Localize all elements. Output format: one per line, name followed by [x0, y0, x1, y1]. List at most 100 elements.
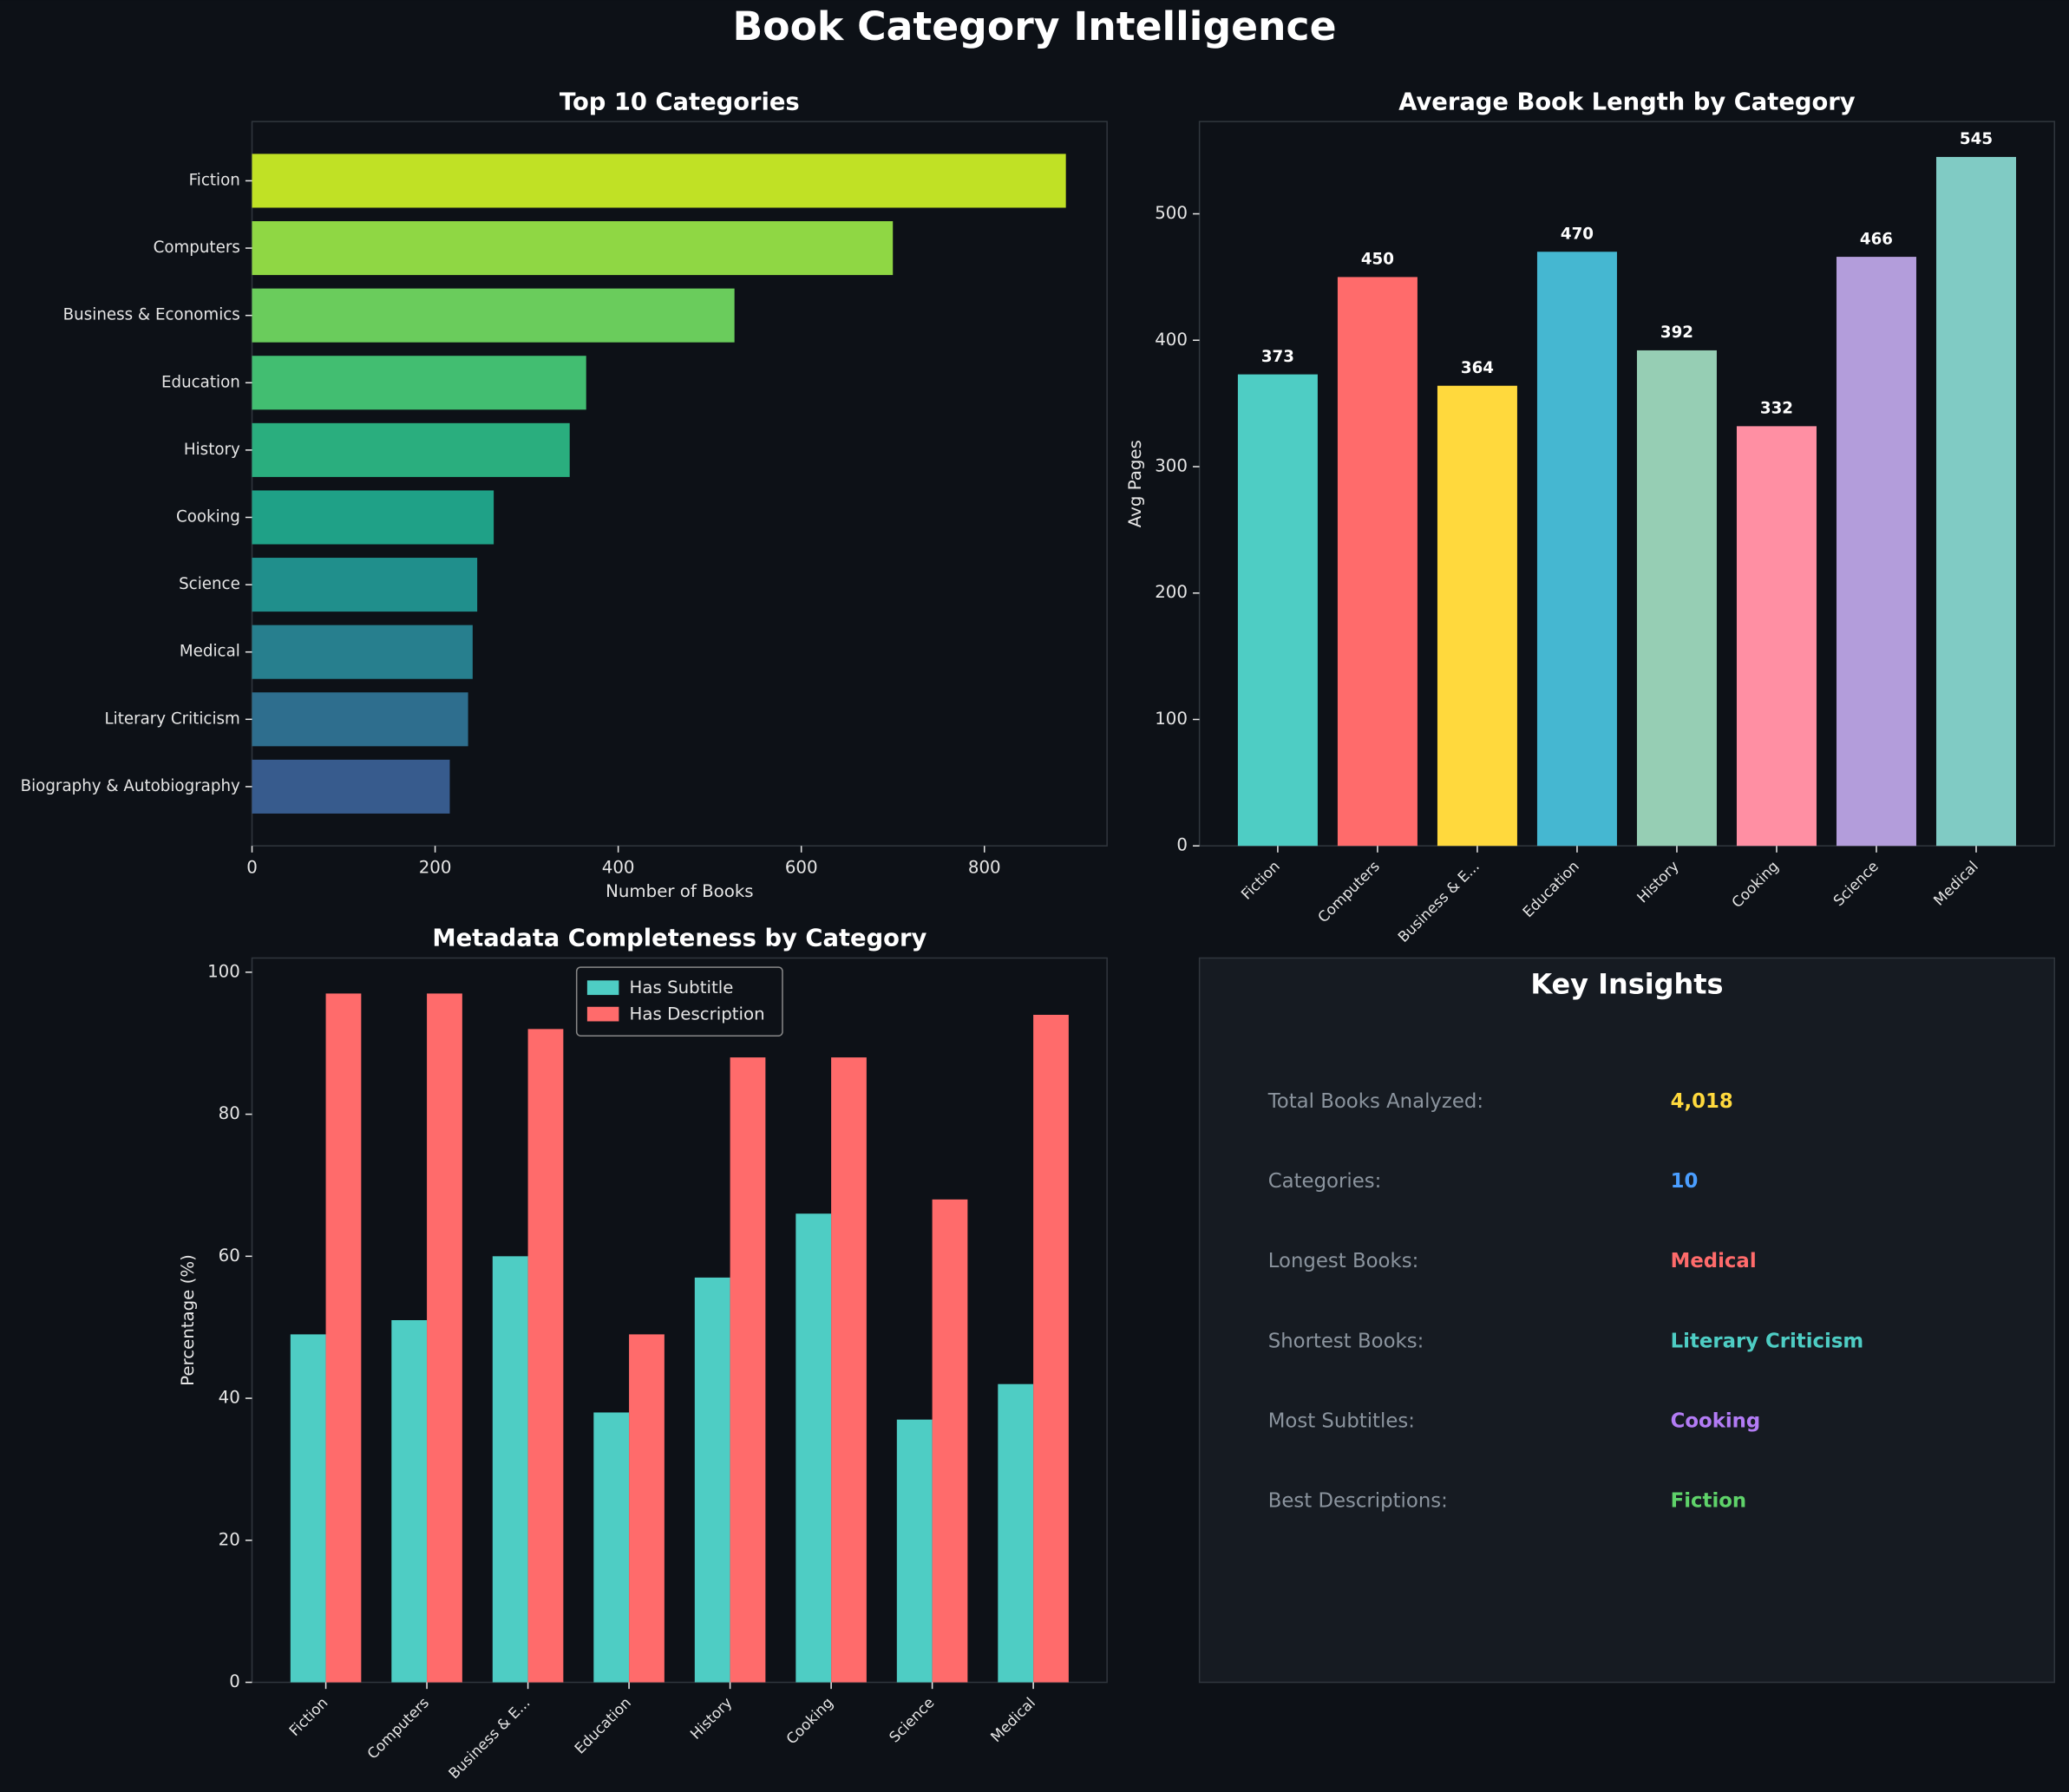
- y-tick-label: 100: [1155, 709, 1188, 729]
- y-axis-label: Percentage (%): [178, 1254, 198, 1386]
- bar: [998, 1383, 1034, 1683]
- y-tick-label: 200: [1155, 582, 1188, 602]
- x-tick-label: 400: [602, 858, 635, 878]
- bar: [1237, 374, 1318, 847]
- bar: [1536, 252, 1617, 847]
- bar: [694, 1277, 730, 1683]
- bar: [391, 1320, 428, 1683]
- y-tick-label: 300: [1155, 455, 1188, 475]
- axes-frame: [251, 121, 1108, 847]
- bar: [629, 1334, 665, 1683]
- value-label: 364: [1461, 359, 1494, 377]
- y-tick-label: 500: [1155, 203, 1188, 223]
- y-tick-label: 400: [1155, 330, 1188, 350]
- y-tick-label: 40: [219, 1388, 240, 1408]
- x-tick-label: 200: [419, 858, 452, 878]
- legend-box: [575, 966, 783, 1037]
- insight-label: Categories:: [1268, 1170, 1382, 1193]
- insight-value: Literary Criticism: [1671, 1330, 1864, 1352]
- value-label: 450: [1361, 251, 1394, 269]
- value-label: 392: [1660, 324, 1693, 342]
- y-tick-label: 0: [229, 1671, 240, 1691]
- bar: [252, 692, 468, 747]
- insight-value: Medical: [1671, 1250, 1757, 1272]
- y-tick-label: 60: [219, 1246, 240, 1266]
- x-tick-label: 0: [246, 858, 258, 878]
- bar: [252, 288, 735, 343]
- bar: [252, 558, 478, 612]
- y-axis-label: Avg Pages: [1125, 440, 1145, 527]
- bar: [252, 490, 494, 545]
- insight-label: Most Subtitles:: [1268, 1409, 1415, 1432]
- insight-label: Shortest Books:: [1268, 1330, 1424, 1352]
- bar: [252, 422, 570, 477]
- bar: [1836, 257, 1916, 847]
- bar: [252, 759, 450, 814]
- insight-value: Fiction: [1671, 1490, 1747, 1513]
- insight-label: Total Books Analyzed:: [1267, 1090, 1483, 1113]
- x-tick-label: 800: [968, 858, 1001, 878]
- y-tick-label: 20: [219, 1529, 240, 1549]
- y-tick-label: 100: [207, 961, 240, 981]
- y-tick-label: Business & Economics: [63, 306, 240, 324]
- value-label: 373: [1261, 348, 1294, 366]
- legend-swatch: [586, 1006, 619, 1022]
- y-tick-label: Computers: [154, 239, 240, 257]
- insights-panel: [1198, 957, 2056, 1684]
- axes-frame: [1198, 121, 2056, 847]
- bar: [1437, 385, 1517, 847]
- legend-swatch: [586, 980, 619, 996]
- subplot-title: Top 10 Categories: [560, 88, 800, 115]
- bar: [796, 1213, 832, 1683]
- bar: [1736, 426, 1817, 847]
- y-tick-label: Medical: [180, 643, 240, 661]
- legend-label: Has Description: [630, 1004, 765, 1024]
- bar: [290, 1334, 326, 1683]
- subplot-title: Metadata Completeness by Category: [432, 925, 926, 952]
- insight-value: 10: [1671, 1170, 1699, 1193]
- insights-title: Key Insights: [1530, 967, 1723, 1000]
- bar: [896, 1419, 933, 1683]
- x-axis-label: Number of Books: [606, 881, 754, 901]
- subplot-title: Average Book Length by Category: [1398, 88, 1855, 115]
- bar: [1636, 350, 1717, 847]
- insight-label: Longest Books:: [1268, 1250, 1419, 1272]
- y-tick-label: 0: [1176, 835, 1188, 855]
- bar: [1935, 156, 2016, 847]
- bar: [427, 993, 462, 1683]
- value-label: 332: [1760, 400, 1793, 418]
- axes-frame: [251, 957, 1108, 1684]
- insight-value: 4,018: [1671, 1090, 1733, 1113]
- bar: [527, 1029, 564, 1683]
- main-title: Book Category Intelligence: [732, 3, 1336, 49]
- value-label: 466: [1860, 230, 1893, 248]
- insight-value: Cooking: [1671, 1409, 1761, 1432]
- y-tick-label: Literary Criticism: [104, 710, 239, 728]
- legend-label: Has Subtitle: [630, 978, 734, 997]
- bar: [730, 1057, 766, 1683]
- bar: [1337, 277, 1418, 847]
- bar: [252, 625, 473, 679]
- y-tick-label: Cooking: [176, 507, 240, 526]
- y-tick-label: Biography & Autobiography: [21, 777, 240, 795]
- bar: [252, 356, 586, 410]
- bar: [252, 221, 894, 276]
- y-tick-label: 80: [219, 1103, 240, 1123]
- bar: [492, 1256, 528, 1683]
- bar: [1033, 1014, 1069, 1683]
- insight-label: Best Descriptions:: [1268, 1490, 1448, 1513]
- y-tick-label: Fiction: [189, 171, 240, 189]
- bar: [932, 1199, 968, 1683]
- y-tick-label: History: [184, 441, 240, 459]
- bar: [325, 993, 362, 1683]
- bar: [831, 1057, 867, 1683]
- x-tick-label: 600: [785, 858, 818, 878]
- value-label: 545: [1960, 130, 1993, 148]
- bar: [593, 1412, 630, 1683]
- y-tick-label: Education: [161, 373, 240, 391]
- bar: [252, 154, 1066, 208]
- value-label: 470: [1561, 225, 1594, 243]
- y-tick-label: Science: [179, 575, 240, 593]
